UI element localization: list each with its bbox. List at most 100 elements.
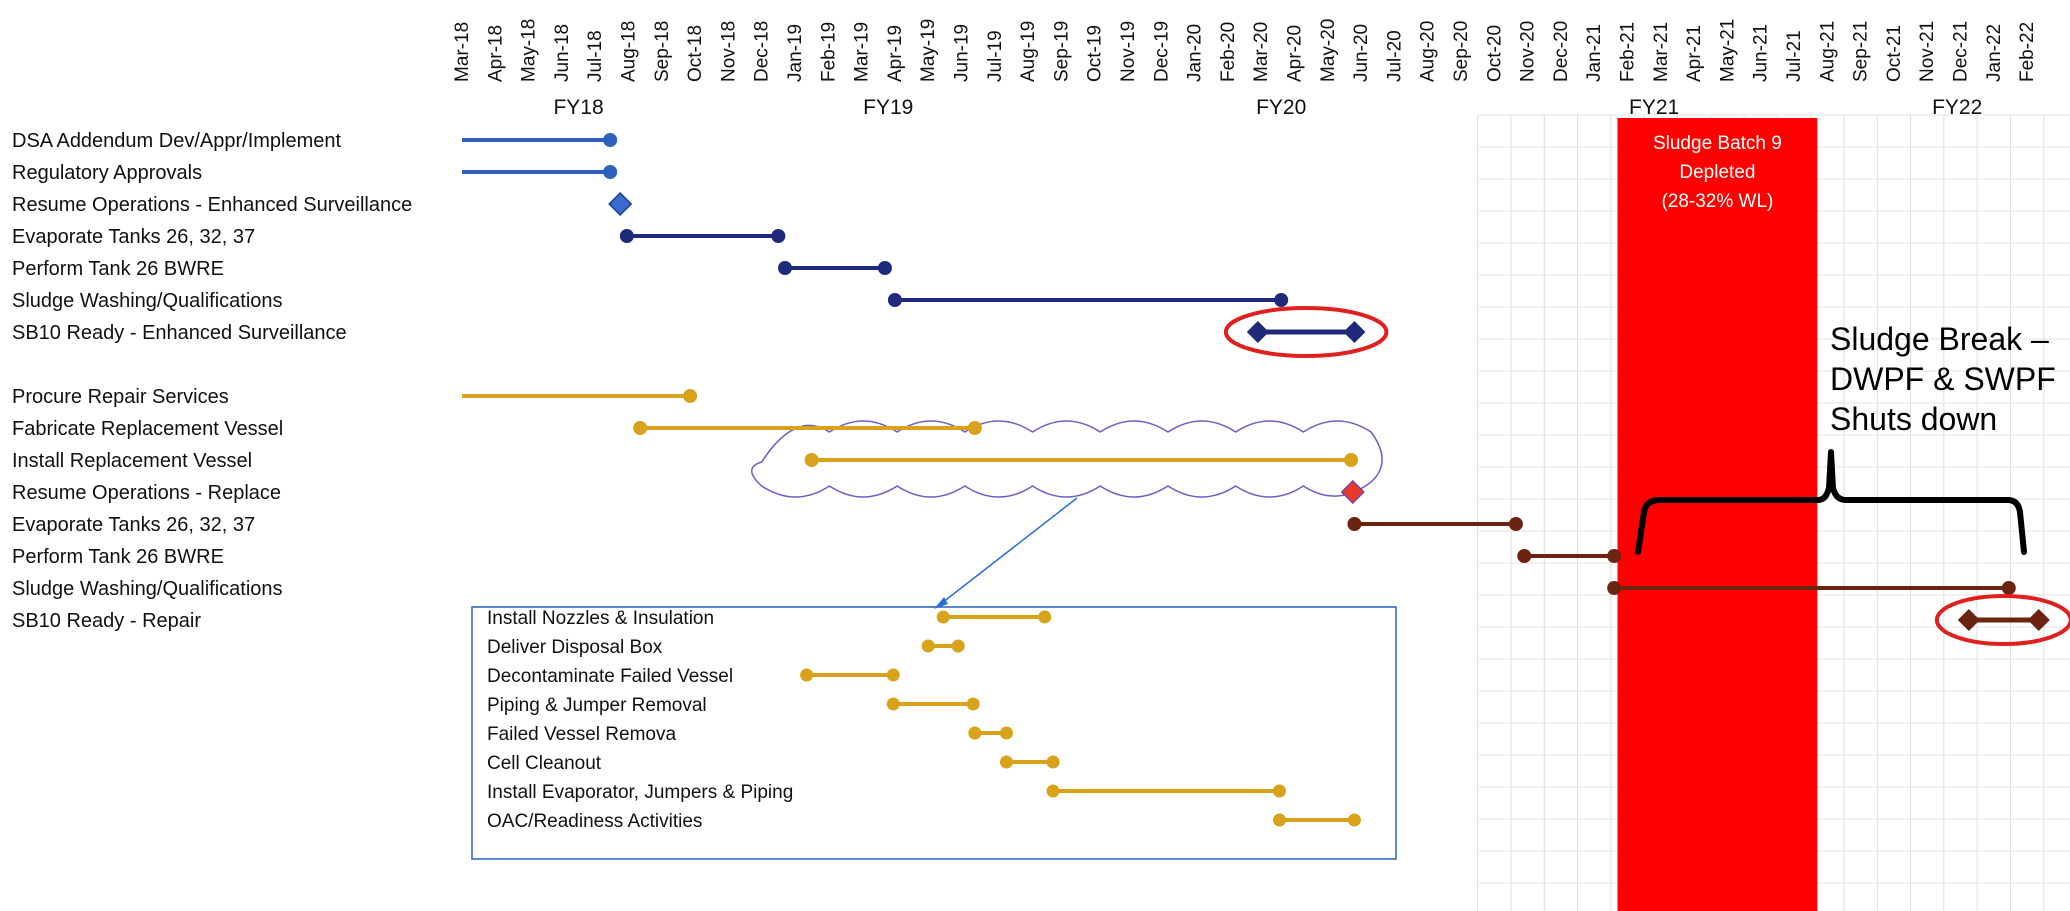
milestone-diamond	[608, 191, 633, 217]
month-tick-label: Aug-20	[1418, 21, 1439, 82]
callout-pointer	[937, 497, 1078, 607]
milestone-diamond	[2027, 608, 2050, 632]
depletion-band-layer: Sludge Batch 9 Depleted (28-32% WL)	[1617, 118, 1818, 911]
milestone-diamond	[1343, 320, 1366, 344]
month-tick-label: May-21	[1717, 19, 1738, 82]
task-start-dot	[633, 421, 648, 435]
month-tick-label: Jan-21	[1584, 24, 1605, 82]
task-bar-layer	[462, 133, 2070, 646]
task-end-dot	[1274, 293, 1289, 307]
sludge-break-note: DWPF & SWPF	[1830, 361, 2056, 397]
task-start-dot	[1517, 549, 1532, 563]
month-tick-label: Jan-19	[785, 24, 806, 82]
highlight-ellipse	[1223, 306, 1389, 358]
subtask-label: Failed Vessel Remova	[487, 724, 676, 745]
sludge-break-note: Sludge Break –	[1830, 321, 2049, 357]
subtask-end-dot	[999, 726, 1013, 740]
subtask-end-dot	[1038, 610, 1052, 624]
task-label: SB10 Ready - Enhanced Surveillance	[12, 322, 347, 344]
task-label: Evaporate Tanks 26, 32, 37	[12, 514, 255, 536]
subtask-end-dot	[886, 668, 900, 682]
task-end-dot	[967, 421, 982, 435]
band-label: Depleted	[1679, 162, 1755, 183]
task-end-dot	[2001, 581, 2016, 595]
highlight-ellipse	[1934, 594, 2070, 646]
task-label: Fabricate Replacement Vessel	[12, 418, 283, 440]
month-tick-label: Nov-18	[718, 21, 739, 82]
subtask-label: Install Evaporator, Jumpers & Piping	[487, 782, 793, 803]
month-tick-label: Nov-19	[1118, 21, 1139, 82]
month-tick-label: Sep-20	[1451, 21, 1472, 82]
task-label: DSA Addendum Dev/Appr/Implement	[12, 130, 342, 152]
month-tick-label: Aug-19	[1018, 21, 1039, 82]
install-subtasks-box	[471, 606, 1397, 860]
fiscal-year-label: FY21	[1629, 96, 1679, 119]
month-tick-label: Jun-18	[552, 24, 573, 82]
task-label: Perform Tank 26 BWRE	[12, 258, 224, 280]
month-tick-label: Jun-20	[1351, 24, 1372, 82]
month-tick-label: Nov-20	[1518, 21, 1539, 82]
month-tick-label: Feb-21	[1618, 22, 1639, 82]
band-label: Sludge Batch 9	[1653, 133, 1782, 154]
timeline-header: Mar-18 Apr-18 May-18 Jun-18 Jul-18 Aug-18 Sep-…	[452, 19, 2038, 119]
month-tick-label: Jun-19	[952, 24, 973, 82]
milestone-diamond	[1246, 320, 1269, 344]
task-end-dot	[1508, 517, 1523, 531]
month-tick-label: May-20	[1318, 19, 1339, 82]
subtask-label: Deliver Disposal Box	[487, 637, 663, 658]
task-end-dot	[683, 389, 698, 403]
month-tick-label: Oct-19	[1085, 25, 1106, 82]
subtask-start-dot	[1273, 813, 1287, 827]
subtask-end-dot	[1273, 784, 1287, 798]
task-start-dot	[1347, 517, 1362, 531]
task-end-dot	[1344, 453, 1359, 467]
month-tick-label: Nov-21	[1917, 21, 1938, 82]
sludge-break-note-layer: Sludge Break – DWPF & SWPF Shuts down	[1635, 321, 2056, 555]
task-start-dot	[804, 453, 819, 467]
month-tick-label: Sep-19	[1051, 21, 1072, 82]
task-label: Sludge Washing/Qualifications	[12, 578, 283, 600]
month-tick-label: Sep-18	[652, 21, 673, 82]
month-tick-label: Mar-21	[1651, 22, 1672, 82]
subtask-label: Install Nozzles & Insulation	[487, 608, 714, 629]
subtask-start-dot	[1046, 784, 1060, 798]
month-tick-label: Jul-19	[985, 30, 1006, 82]
month-tick-label: Jul-21	[1784, 30, 1805, 82]
task-label: Sludge Washing/Qualifications	[12, 290, 283, 312]
month-tick-label: Oct-18	[685, 25, 706, 82]
task-label: Resume Operations - Enhanced Surveillanc…	[12, 194, 412, 216]
fiscal-year-label: FY22	[1932, 96, 1982, 119]
band-label: (28-32% WL)	[1661, 191, 1773, 212]
month-tick-label: Dec-20	[1551, 21, 1572, 82]
callout-arrowhead	[934, 597, 948, 609]
task-end-dot	[1607, 549, 1622, 563]
task-start-dot	[887, 293, 902, 307]
subtask-label: OAC/Readiness Activities	[487, 811, 702, 832]
month-tick-label: Oct-21	[1884, 25, 1905, 82]
subtask-start-dot	[800, 668, 814, 682]
subtask-end-dot	[1046, 755, 1060, 769]
task-end-dot	[603, 165, 618, 179]
month-tick-label: Feb-20	[1218, 22, 1239, 82]
task-end-dot	[877, 261, 892, 275]
task-start-dot	[1607, 581, 1622, 595]
task-label: Install Replacement Vessel	[12, 450, 252, 472]
sludge-break-note: Shuts down	[1830, 401, 1997, 437]
month-tick-label: Mar-19	[852, 22, 873, 82]
month-tick-label: Apr-18	[485, 25, 506, 82]
month-tick-label: Apr-21	[1684, 25, 1705, 82]
month-tick-label: Jan-22	[1984, 24, 2005, 82]
month-tick-label: Aug-18	[619, 21, 640, 82]
month-tick-label: Oct-20	[1484, 25, 1505, 82]
month-tick-label: May-19	[918, 19, 939, 82]
month-tick-label: Feb-19	[818, 22, 839, 82]
month-tick-label: Jul-20	[1384, 30, 1405, 82]
subtask-start-dot	[921, 639, 935, 653]
subtask-start-dot	[968, 726, 982, 740]
month-tick-label: Aug-21	[1817, 21, 1838, 82]
install-callout-layer: Install Nozzles & Insulation Deliver Disp…	[471, 497, 1397, 860]
month-tick-label: Apr-19	[885, 25, 906, 82]
month-tick-label: Dec-19	[1151, 21, 1172, 82]
subtask-label: Cell Cleanout	[487, 753, 602, 774]
month-tick-label: Mar-18	[452, 22, 473, 82]
